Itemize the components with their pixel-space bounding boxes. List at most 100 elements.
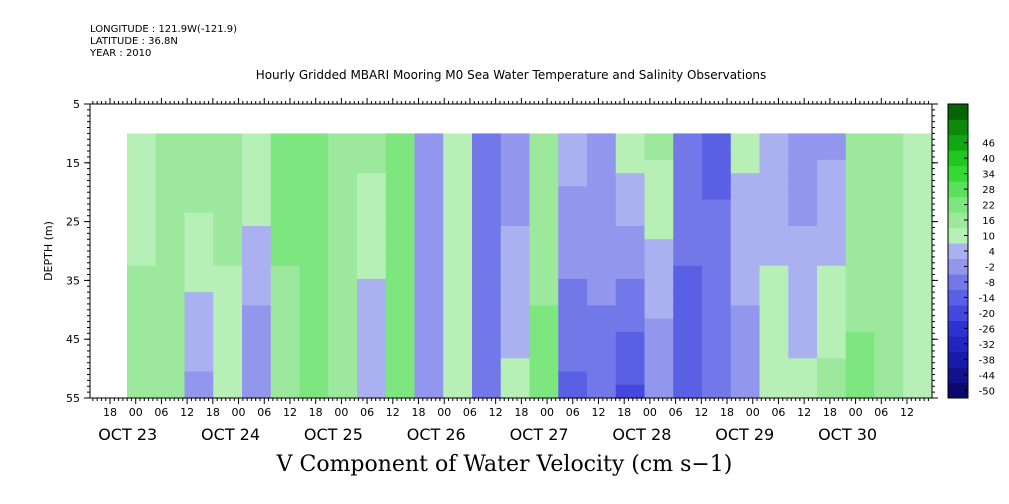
heatmap-cell [385, 146, 416, 161]
heatmap-cell [500, 226, 531, 240]
heatmap-cell [874, 305, 904, 320]
x-hour-label: 18 [103, 406, 117, 419]
heatmap-cell [759, 305, 789, 320]
heatmap-cell [213, 358, 243, 373]
heatmap-cell [155, 252, 186, 267]
heatmap-cell [702, 239, 732, 254]
heatmap-cell [587, 384, 617, 399]
heatmap-cell [702, 265, 732, 280]
heatmap-cell [903, 173, 933, 187]
heatmap-cell [155, 239, 186, 254]
x-hour-label: 18 [412, 406, 426, 419]
heatmap-cell [357, 239, 387, 254]
heatmap-cell [587, 345, 617, 359]
heatmap-cell [213, 186, 243, 201]
heatmap-cell [472, 345, 502, 359]
heatmap-cell [615, 239, 646, 254]
colorbar-swatch [948, 196, 968, 213]
heatmap-cell [299, 212, 329, 227]
heatmap-cell [903, 292, 933, 306]
heatmap-cell [845, 265, 876, 280]
heatmap-cell [529, 371, 559, 386]
x-hour-label: 12 [283, 406, 297, 419]
heatmap-cell [155, 173, 186, 187]
heatmap-cell [529, 305, 559, 320]
heatmap-cell [558, 199, 588, 214]
heatmap-cell [443, 226, 473, 240]
x-hour-label: 18 [617, 406, 631, 419]
heatmap-cell [788, 199, 818, 214]
x-day-label: OCT 30 [818, 425, 877, 444]
colorbar-label: -44 [979, 371, 995, 382]
heatmap-cell [414, 358, 444, 373]
heatmap-cell [414, 146, 444, 161]
heatmap-cell [788, 371, 818, 386]
heatmap-cell [385, 252, 416, 267]
heatmap-cell [903, 239, 933, 254]
heatmap-cell [615, 358, 646, 373]
heatmap-cell [673, 146, 703, 161]
heatmap-cell [328, 226, 358, 240]
heatmap-cell [270, 133, 301, 148]
heatmap-cell [270, 318, 301, 333]
heatmap-cell [242, 278, 272, 293]
heatmap-cell [903, 133, 933, 148]
heatmap-cell [730, 239, 761, 254]
heatmap-cell [155, 159, 186, 174]
heatmap-cell [270, 252, 301, 267]
heatmap-cell [184, 173, 214, 187]
heatmap-cell [213, 226, 243, 240]
heatmap-cell [874, 384, 904, 399]
heatmap-cell [644, 384, 674, 399]
heatmap-cell [845, 226, 876, 240]
heatmap-cell [299, 358, 329, 373]
colorbar-swatch [948, 274, 968, 290]
heatmap-cell [155, 133, 186, 148]
heatmap-cell [558, 292, 588, 306]
axis-ticks [84, 98, 938, 404]
y-tick-label: 35 [66, 274, 80, 287]
heatmap-cell [644, 318, 674, 333]
heatmap-cell [558, 345, 588, 359]
heatmap-cell [673, 265, 703, 280]
heatmap-cell [242, 345, 272, 359]
heatmap-cell [270, 331, 301, 346]
heatmap-cell [357, 384, 387, 399]
colorbar-label: -2 [985, 262, 995, 273]
heatmap-cell [472, 186, 502, 201]
heatmap-cell [299, 278, 329, 293]
heatmap-cell [673, 199, 703, 214]
heatmap-cell [127, 199, 157, 214]
heatmap-cell [730, 146, 761, 161]
heatmap-cell [127, 358, 157, 373]
colorbar-swatch [948, 320, 968, 337]
heatmap-cell [242, 292, 272, 306]
heatmap-cell [155, 199, 186, 214]
longitude-label: LONGITUDE : 121.9W(-121.9) [90, 24, 237, 35]
colorbar-swatch [948, 382, 968, 399]
heatmap-cell [385, 331, 416, 346]
x-hour-label: 06 [566, 406, 580, 419]
heatmap-cell [817, 358, 847, 373]
heatmap-cell [529, 239, 559, 254]
x-hour-label: 06 [360, 406, 374, 419]
heatmap-cell [328, 345, 358, 359]
x-hour-label: 12 [591, 406, 605, 419]
heatmap-cell [759, 199, 789, 214]
colorbar-label: 28 [982, 185, 995, 196]
heatmap-cell [127, 292, 157, 306]
heatmap-cell [874, 159, 904, 174]
heatmap-cell [615, 146, 646, 161]
heatmap-cell [558, 318, 588, 333]
heatmap-cell [184, 146, 214, 161]
heatmap-cell [385, 318, 416, 333]
heatmap-cell [529, 318, 559, 333]
heatmap-cell [845, 186, 876, 201]
x-hour-label: 06 [463, 406, 477, 419]
colorbar-label: -8 [985, 278, 995, 289]
heatmap-cell [500, 292, 531, 306]
heatmap-cell [443, 331, 473, 346]
heatmap-cell [845, 133, 876, 148]
heatmap-cell [615, 199, 646, 214]
heatmap-cell [472, 133, 502, 148]
